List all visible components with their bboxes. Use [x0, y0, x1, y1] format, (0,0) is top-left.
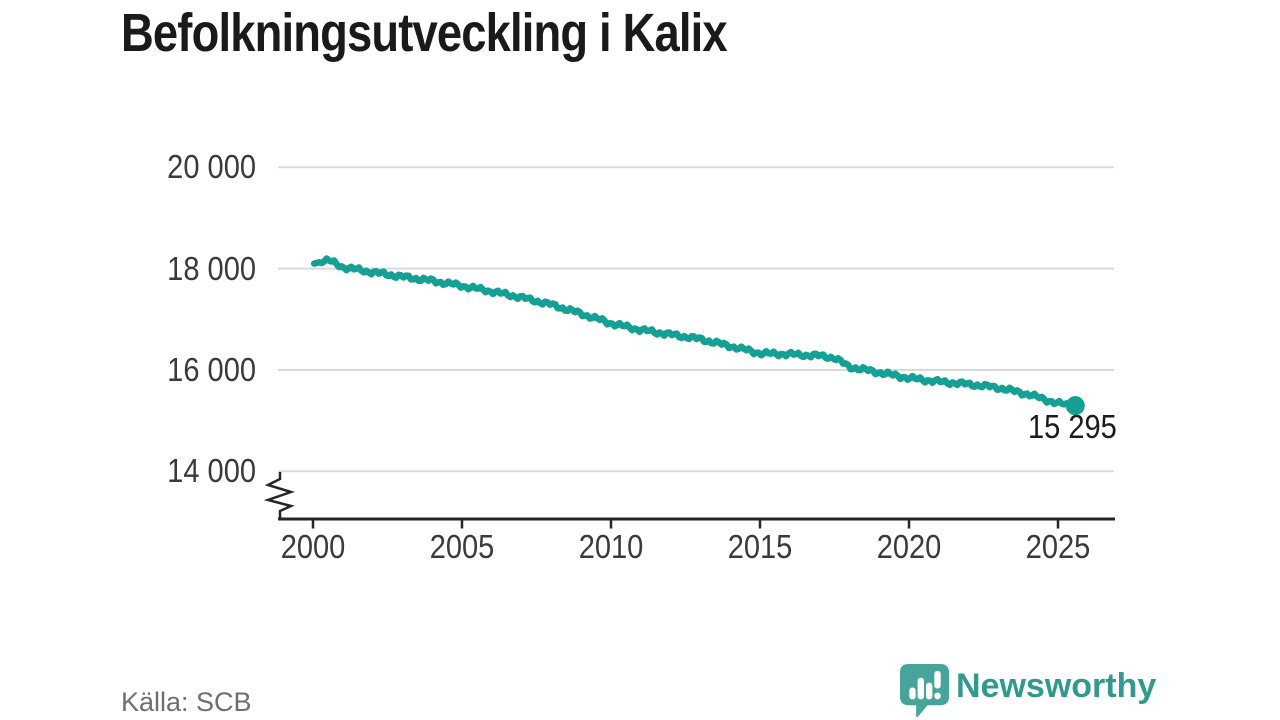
x-axis-tick-label: 2000	[280, 528, 346, 565]
source-note: Källa: SCB	[121, 687, 252, 717]
y-axis-break-icon	[263, 472, 296, 518]
chart-title: Befolkningsutveckling i Kalix	[121, 3, 728, 63]
x-axis-tick-label: 2020	[876, 528, 942, 565]
newsworthy-wordmark: Newsworthy	[956, 667, 1157, 705]
x-axis-tick-label: 2025	[1025, 528, 1091, 565]
y-axis-tick-label: 20 000	[167, 148, 256, 186]
population-series-line	[310, 255, 1079, 410]
newsworthy-logo: Newsworthy	[897, 661, 1157, 720]
y-axis-tick-label: 14 000	[167, 452, 256, 490]
last-value-marker	[1065, 396, 1085, 416]
x-axis-tick-label: 2005	[429, 528, 495, 565]
y-axis-tick-label: 16 000	[167, 350, 256, 388]
bar-chart-speech-bubble-icon	[899, 663, 950, 718]
x-axis-tick-label: 2015	[727, 528, 793, 565]
y-axis-tick-label: 18 000	[167, 249, 256, 287]
last-value-label: 15 295	[1028, 408, 1117, 445]
x-axis-tick-label: 2010	[578, 528, 644, 565]
